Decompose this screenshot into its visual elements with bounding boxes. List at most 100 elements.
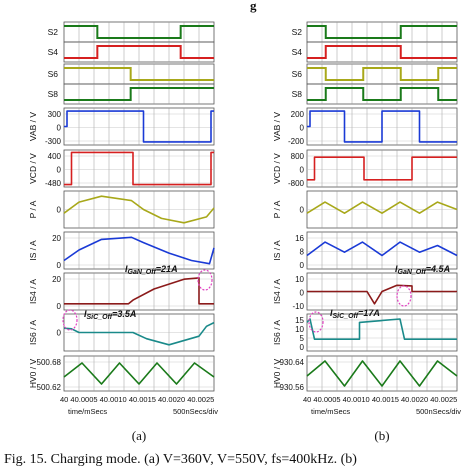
tick-label: -800 [288, 179, 305, 188]
tick-label: 0 [57, 261, 62, 270]
trace-line [306, 360, 458, 387]
tick-label: 0 [300, 124, 305, 133]
row-label: S4 [48, 47, 59, 57]
x-tick-labels: 40 40.0005 40.0010 40.0015 40.0020 40.00… [303, 395, 457, 404]
trace-row: P / A 0 [28, 190, 215, 229]
trace-row: IS4 / A 20 0 [28, 272, 215, 311]
trace-row: S8 [48, 83, 215, 105]
row-label: VCD / V [28, 153, 38, 184]
trace-row: S6 [48, 63, 215, 85]
tick-label: 15 [295, 316, 304, 325]
annotation-label: IGaN_Off=21A [125, 264, 178, 276]
tick-label: -200 [288, 137, 305, 146]
highlight-ellipse [308, 311, 324, 333]
row-label: IS6 / A [28, 320, 38, 345]
highlight-ellipse [396, 285, 412, 307]
trace-line [306, 241, 458, 257]
tick-label: 0 [300, 289, 305, 298]
trace-row: S6 [292, 63, 458, 85]
trace-row: S2 [292, 21, 458, 43]
trace-line [307, 67, 457, 81]
tick-label: 500.62 [37, 383, 62, 392]
panel-label: (a) [132, 428, 146, 443]
trace-line [64, 151, 214, 186]
panel-label: (b) [374, 428, 389, 443]
trace-line [307, 45, 457, 59]
tick-label: 5 [300, 334, 305, 343]
tick-label: 0 [300, 343, 305, 352]
trace-line [307, 25, 457, 39]
time-label: time/mSecs [311, 407, 350, 416]
trace-line [64, 67, 214, 81]
trace-line [307, 110, 457, 143]
x-tick-labels: 40 40.0005 40.0010 40.0015 40.0020 40.00… [60, 395, 214, 404]
trace-line [63, 236, 215, 265]
tick-label: 300 [48, 110, 62, 119]
tick-label: 20 [52, 234, 61, 243]
trace-row: IS / A 16 8 0 [272, 231, 458, 270]
tick-label: 0 [57, 166, 62, 175]
trace-line [307, 87, 457, 101]
tick-label: 16 [295, 234, 304, 243]
row-label: IS4 / A [28, 279, 38, 304]
trace-line [306, 201, 458, 214]
tick-label: 930.56 [280, 383, 305, 392]
tick-label: -300 [45, 137, 62, 146]
tick-label: 0 [300, 261, 305, 270]
figure-caption: Fig. 15. Charging mode. (a) V=360V, V=55… [4, 452, 357, 467]
row-label: S4 [292, 47, 303, 57]
trace-line [64, 277, 214, 305]
tick-label: 0 [57, 302, 62, 311]
trace-row: IS6 / A 0 [28, 313, 215, 352]
tick-label: 10 [295, 325, 304, 334]
header-fragment: g [250, 0, 257, 13]
row-label: S2 [48, 27, 59, 37]
div-label: 500nSecs/div [173, 407, 218, 416]
time-label: time/mSecs [68, 407, 107, 416]
row-label: HV0 / V [28, 359, 38, 389]
trace-line [64, 25, 214, 39]
highlight-ellipse [62, 309, 78, 331]
tick-label: 500.68 [37, 358, 62, 367]
trace-line [63, 362, 215, 385]
tick-label: 0 [57, 206, 62, 215]
trace-row: S4 [292, 41, 458, 63]
tick-label: 8 [300, 248, 305, 257]
trace-line [307, 284, 457, 305]
trace-row: S8 [292, 83, 458, 105]
row-label: IS6 / A [272, 320, 282, 345]
trace-row: VCD / V 400 0 -480 [28, 149, 215, 188]
trace-row: VAB / V 300 0 -300 [28, 107, 215, 146]
row-label: P / A [28, 200, 38, 218]
row-label: IS4 / A [272, 279, 282, 304]
annotation-label: ISiC_Off=17A [330, 308, 380, 320]
row-label: IS / A [28, 240, 38, 261]
tick-label: 800 [291, 152, 305, 161]
row-label: S6 [292, 69, 303, 79]
tick-label: 20 [52, 275, 61, 284]
tick-label: 400 [48, 152, 62, 161]
tick-label: 10 [295, 275, 304, 284]
trace-row: IS4 / A 10 0 -10 [272, 272, 458, 311]
highlight-ellipse [197, 269, 213, 291]
trace-row: S2 [48, 21, 215, 43]
tick-label: -10 [292, 302, 304, 311]
annotation-label: IGaN_Off=4.5A [395, 264, 450, 276]
row-label: VAB / V [272, 112, 282, 141]
trace-line [64, 45, 214, 59]
tick-label: 0 [57, 124, 62, 133]
row-label: IS / A [272, 240, 282, 261]
trace-row: VAB / V 200 0 -200 [272, 107, 458, 146]
trace-line [307, 156, 457, 181]
trace-line [306, 318, 457, 340]
tick-label: 930.64 [280, 358, 305, 367]
row-label: S6 [48, 69, 59, 79]
annotation-label: ISiC_Off=3.5A [84, 309, 136, 321]
trace-row: IS / A 20 0 [28, 231, 215, 270]
tick-label: 0 [300, 206, 305, 215]
row-label: S8 [292, 89, 303, 99]
